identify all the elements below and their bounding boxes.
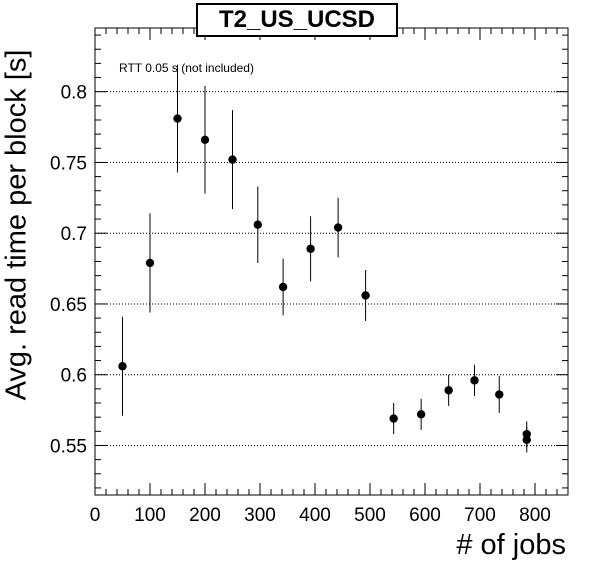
data-point xyxy=(228,155,237,164)
x-tick-label: 500 xyxy=(354,505,386,526)
y-tick-label: 0.7 xyxy=(61,224,87,245)
y-tick-label: 0.8 xyxy=(61,83,87,104)
data-point xyxy=(306,244,315,253)
rtt-annotation: RTT 0.05 s (not included) xyxy=(119,61,254,75)
data-point xyxy=(470,376,479,385)
x-tick-label: 300 xyxy=(244,505,276,526)
x-tick-label: 0 xyxy=(90,505,101,526)
x-tick-label: 200 xyxy=(189,505,221,526)
chart-title: T2_US_UCSD xyxy=(196,3,398,37)
x-tick-label: 400 xyxy=(299,505,331,526)
data-point xyxy=(118,362,127,371)
x-tick-label: 700 xyxy=(464,505,496,526)
data-point xyxy=(145,258,155,268)
x-tick-label: 800 xyxy=(519,505,551,526)
y-tick-label: 0.65 xyxy=(50,295,87,316)
x-tick-label: 100 xyxy=(134,505,166,526)
y-tick-label: 0.6 xyxy=(61,366,87,387)
x-tick-label: 600 xyxy=(409,505,441,526)
data-point xyxy=(253,220,262,229)
data-point xyxy=(389,414,398,423)
data-point xyxy=(173,114,182,123)
y-axis-label: Avg. read time per block [s] xyxy=(0,49,33,401)
data-point xyxy=(200,135,210,144)
y-tick-label: 0.75 xyxy=(50,153,87,174)
plot-frame xyxy=(94,27,569,496)
data-point xyxy=(416,410,426,419)
data-point xyxy=(278,282,288,292)
data-point xyxy=(361,291,370,300)
y-tick-label: 0.55 xyxy=(50,436,87,457)
data-point xyxy=(333,223,343,232)
data-point xyxy=(444,386,453,395)
data-point xyxy=(495,390,504,399)
data-point xyxy=(522,435,531,445)
x-axis-label: # of jobs xyxy=(456,529,566,561)
